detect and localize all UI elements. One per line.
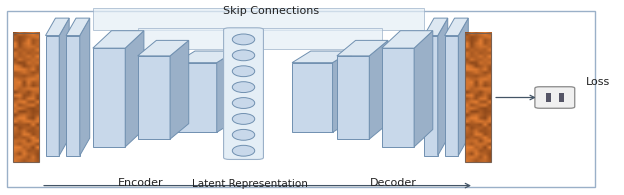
Text: Encoder: Encoder — [118, 178, 163, 188]
Bar — [464, 33, 490, 162]
Bar — [93, 8, 424, 30]
Bar — [445, 35, 458, 156]
Polygon shape — [445, 18, 468, 35]
Polygon shape — [59, 18, 69, 156]
Text: Skip Connections: Skip Connections — [223, 5, 319, 16]
Bar — [176, 63, 217, 132]
Polygon shape — [93, 31, 144, 48]
Bar — [13, 33, 39, 162]
Ellipse shape — [232, 82, 255, 93]
Polygon shape — [125, 31, 144, 147]
Polygon shape — [458, 18, 468, 156]
Polygon shape — [438, 18, 448, 156]
Text: Loss: Loss — [586, 77, 610, 87]
Bar — [292, 63, 333, 132]
Bar — [558, 93, 563, 102]
Ellipse shape — [232, 129, 255, 140]
Bar — [337, 56, 369, 139]
Polygon shape — [337, 40, 388, 56]
Polygon shape — [333, 51, 351, 132]
Polygon shape — [176, 51, 235, 63]
Bar — [382, 48, 414, 147]
Ellipse shape — [232, 50, 255, 61]
Ellipse shape — [232, 98, 255, 108]
Ellipse shape — [232, 66, 255, 77]
Polygon shape — [217, 51, 235, 132]
Text: Latent Representation: Latent Representation — [192, 179, 308, 190]
Polygon shape — [138, 40, 188, 56]
Polygon shape — [80, 18, 90, 156]
Bar — [66, 35, 80, 156]
Ellipse shape — [232, 34, 255, 45]
Bar — [46, 35, 59, 156]
Bar — [546, 93, 551, 102]
Ellipse shape — [232, 113, 255, 124]
Polygon shape — [382, 31, 433, 48]
FancyBboxPatch shape — [223, 28, 263, 160]
Bar — [424, 35, 438, 156]
Polygon shape — [414, 31, 433, 147]
Polygon shape — [292, 51, 351, 63]
Ellipse shape — [232, 145, 255, 156]
Bar — [138, 28, 382, 49]
Polygon shape — [369, 40, 388, 139]
Text: Decoder: Decoder — [369, 178, 416, 188]
Bar — [93, 48, 125, 147]
Polygon shape — [170, 40, 188, 139]
FancyBboxPatch shape — [535, 87, 575, 108]
Bar — [138, 56, 170, 139]
Polygon shape — [424, 18, 448, 35]
Polygon shape — [66, 18, 90, 35]
Polygon shape — [46, 18, 69, 35]
